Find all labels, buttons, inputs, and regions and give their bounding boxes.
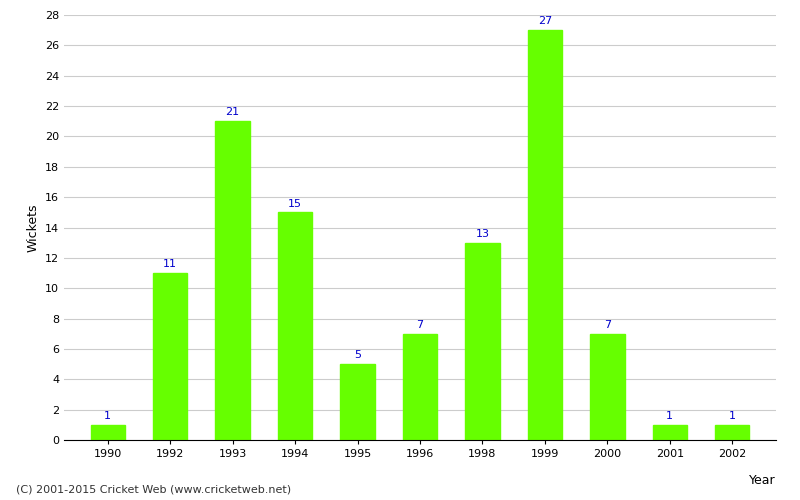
Text: 1: 1 <box>729 411 736 421</box>
Bar <box>528 30 562 440</box>
Bar <box>90 425 125 440</box>
Text: Year: Year <box>750 474 776 487</box>
Text: 7: 7 <box>417 320 423 330</box>
Text: 7: 7 <box>604 320 611 330</box>
Y-axis label: Wickets: Wickets <box>26 203 39 252</box>
Bar <box>653 425 687 440</box>
Text: 27: 27 <box>538 16 552 26</box>
Text: 11: 11 <box>163 259 177 269</box>
Text: 13: 13 <box>475 229 490 239</box>
Bar <box>590 334 625 440</box>
Text: 1: 1 <box>666 411 674 421</box>
Bar <box>340 364 374 440</box>
Bar <box>403 334 437 440</box>
Text: (C) 2001-2015 Cricket Web (www.cricketweb.net): (C) 2001-2015 Cricket Web (www.cricketwe… <box>16 485 291 495</box>
Text: 5: 5 <box>354 350 361 360</box>
Bar <box>715 425 750 440</box>
Text: 15: 15 <box>288 198 302 208</box>
Text: 21: 21 <box>226 108 240 118</box>
Bar <box>215 122 250 440</box>
Text: 1: 1 <box>104 411 111 421</box>
Bar <box>153 273 187 440</box>
Bar <box>278 212 312 440</box>
Bar <box>466 242 500 440</box>
